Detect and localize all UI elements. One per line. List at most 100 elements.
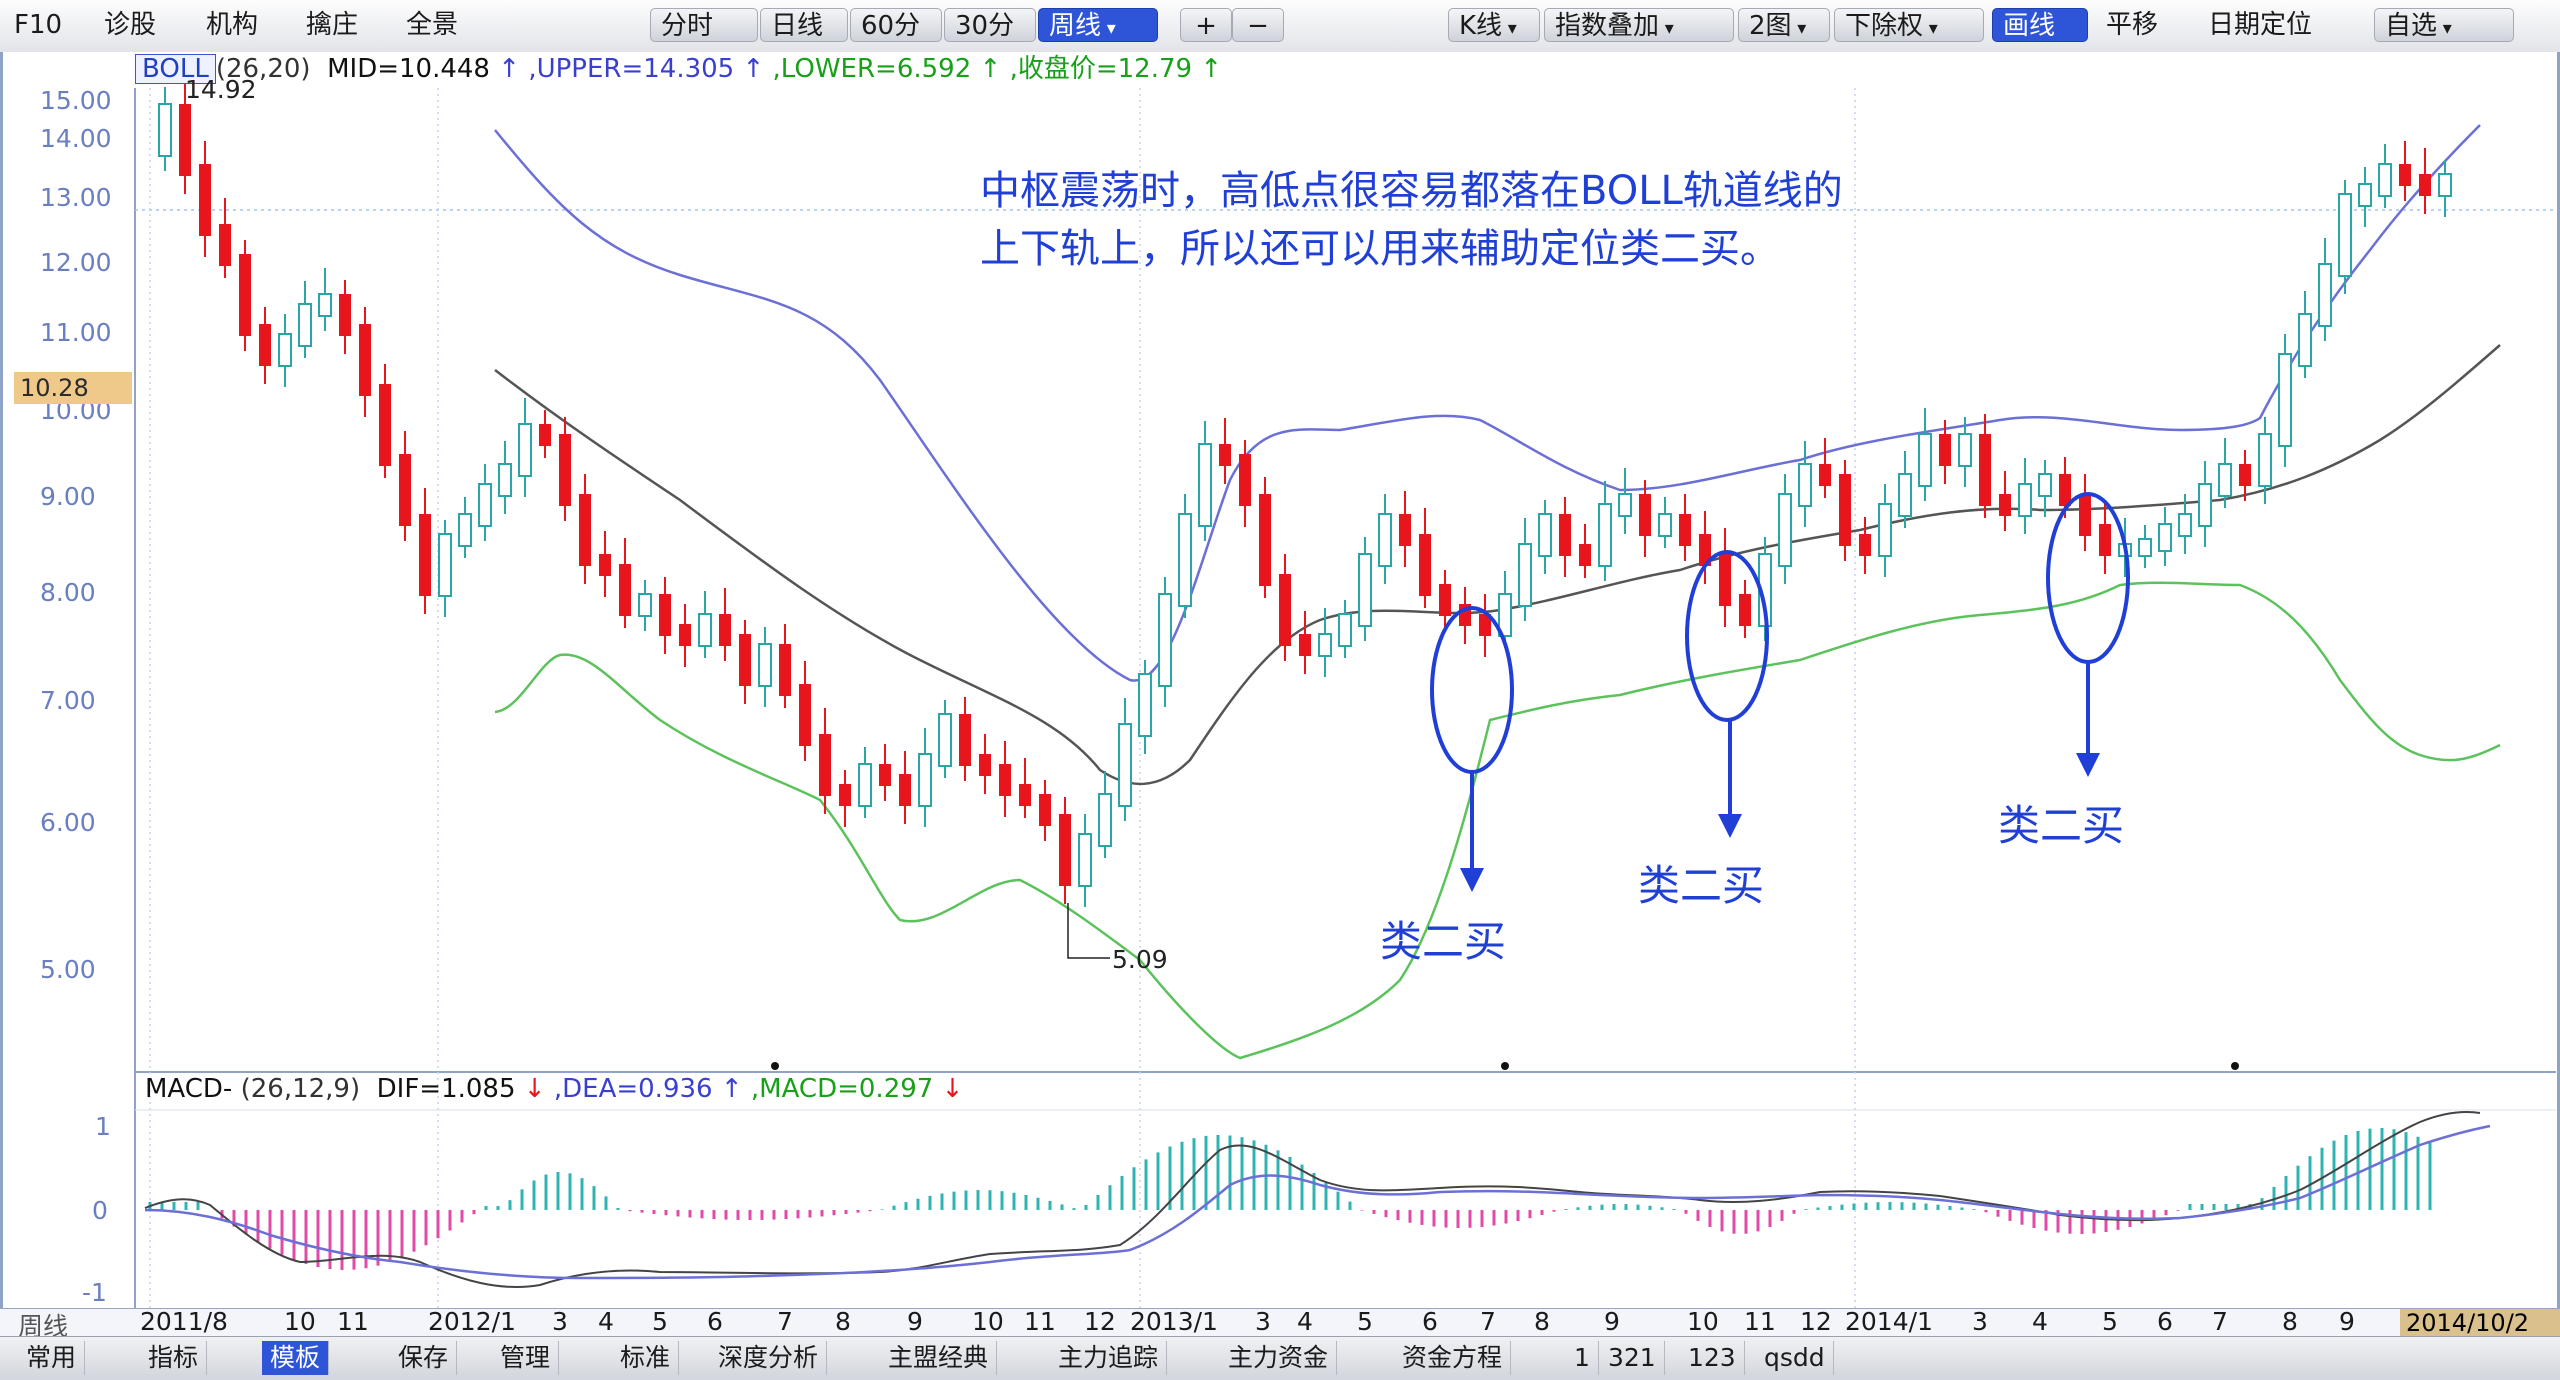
- price-axis-label: 15.00: [40, 86, 112, 115]
- candle-down: [1259, 494, 1271, 586]
- candle-up: [458, 513, 472, 547]
- macd-header: MACD- (26,12,9) DIF=1.085 ↓ ,DEA=0.936 ↑…: [145, 1071, 963, 1107]
- buy-point-circle: [1685, 550, 1769, 722]
- date-axis-label: 2014/1: [1845, 1307, 1933, 1336]
- f10-button[interactable]: F10: [14, 10, 63, 40]
- classic-tab[interactable]: 主盟经典: [880, 1341, 998, 1375]
- candle-up: [478, 483, 492, 527]
- boll-lower: ,LOWER=6.592: [772, 54, 972, 84]
- tab-weekly[interactable]: 周线: [1038, 8, 1158, 42]
- boll-upper-arrow: ↑: [742, 54, 765, 84]
- tab-daily[interactable]: 日线: [760, 8, 848, 42]
- diagnose-button[interactable]: 诊股: [104, 10, 157, 40]
- date-axis-label: 12: [1084, 1307, 1116, 1336]
- candle-up: [1598, 503, 1612, 567]
- candle-up: [518, 423, 532, 477]
- buy-label-2: 类二买: [1638, 861, 1765, 910]
- ex-rights-dropdown[interactable]: 下除权: [1834, 8, 1984, 42]
- kline-dropdown[interactable]: K线: [1448, 8, 1540, 42]
- boll-indicator-dropdown[interactable]: BOLL: [135, 54, 216, 84]
- candle-up: [918, 753, 932, 807]
- dealer-button[interactable]: 擒庄: [306, 10, 359, 40]
- candle-down: [2419, 174, 2431, 196]
- annotation-line-1: 中枢震荡时，高低点很容易都落在BOLL轨道线的: [980, 168, 1843, 214]
- candle-up: [858, 763, 872, 807]
- pan-button[interactable]: 平移: [2106, 10, 2159, 40]
- standard-tab[interactable]: 标准: [612, 1341, 680, 1375]
- candle-down: [1059, 814, 1071, 886]
- boll-upper-band: [494, 124, 2481, 682]
- boll-upper: ,UPPER=14.305: [528, 54, 735, 84]
- index-overlay-dropdown[interactable]: 指数叠加: [1544, 8, 1734, 42]
- divider-dot: [771, 1062, 779, 1070]
- candle-down: [179, 104, 191, 176]
- date-axis-label: 5: [652, 1307, 668, 1336]
- fund-equation-tab[interactable]: 资金方程: [1394, 1341, 1512, 1375]
- manage-button[interactable]: 管理: [492, 1341, 560, 1375]
- macd-value: ,MACD=0.297: [750, 1074, 934, 1104]
- candle-up: [2038, 473, 2052, 497]
- template-1[interactable]: 1: [1566, 1341, 1599, 1375]
- top-toolbar: F10 诊股 机构 擒庄 全景 分时 日线 60分 30分 周线 + − K线 …: [0, 0, 2560, 53]
- watchlist-dropdown[interactable]: 自选: [2374, 8, 2514, 42]
- candle-down: [559, 434, 571, 506]
- candle-down: [719, 614, 731, 646]
- price-axis-label: 5.00: [40, 955, 96, 984]
- main-force-track-tab[interactable]: 主力追踪: [1050, 1341, 1168, 1375]
- candle-up: [1798, 463, 1812, 507]
- save-button[interactable]: 保存: [390, 1341, 458, 1375]
- zoom-in-button[interactable]: +: [1180, 8, 1232, 42]
- date-axis-bar: 周线 2011/8 10 11 2012/1 3 4 5 6 7 8 9 10 11 12 2013/1 3 4…: [0, 1307, 2560, 1341]
- divider-dot: [2231, 1062, 2239, 1070]
- date-axis-label: 4: [1297, 1307, 1313, 1336]
- panorama-button[interactable]: 全景: [406, 10, 459, 40]
- template-321[interactable]: 321: [1600, 1341, 1665, 1375]
- candle-up: [1918, 433, 1932, 487]
- candle-up: [318, 293, 332, 317]
- candle-down: [1819, 464, 1831, 486]
- candle-up: [938, 713, 952, 767]
- macd-histogram: [148, 1128, 2432, 1270]
- candle-down: [679, 624, 691, 646]
- date-axis-label: 8: [1534, 1307, 1550, 1336]
- zoom-out-button[interactable]: −: [1232, 8, 1284, 42]
- date-axis-label: 7: [777, 1307, 793, 1336]
- draw-line-button[interactable]: 画线: [1992, 8, 2088, 42]
- template-qsdd[interactable]: qsdd: [1756, 1341, 1834, 1375]
- date-axis-label: 10: [972, 1307, 1004, 1336]
- template-123[interactable]: 123: [1680, 1341, 1745, 1375]
- macd-indicator-dropdown[interactable]: MACD-: [145, 1074, 233, 1104]
- two-chart-dropdown[interactable]: 2图: [1738, 8, 1830, 42]
- annotation-line-2: 上下轨上，所以还可以用来辅助定位类二买。: [980, 226, 1780, 272]
- date-locate-button[interactable]: 日期定位: [2208, 10, 2313, 40]
- common-tab[interactable]: 常用: [18, 1341, 86, 1375]
- tab-minute[interactable]: 分时: [650, 8, 758, 42]
- indicator-tab[interactable]: 指标: [140, 1341, 208, 1375]
- candle-up: [1498, 593, 1512, 637]
- candle-up: [2178, 513, 2192, 537]
- date-axis-label: 5: [1357, 1307, 1373, 1336]
- tab-60min[interactable]: 60分: [850, 8, 942, 42]
- macd-value-arrow: ↓: [941, 1074, 964, 1104]
- price-axis-label: 13.00: [40, 183, 112, 212]
- candle-down: [1979, 434, 1991, 506]
- institution-button[interactable]: 机构: [206, 10, 259, 40]
- price-axis-label: 7.00: [40, 686, 96, 715]
- candle-up: [1178, 513, 1192, 607]
- candle-down: [259, 324, 271, 366]
- date-axis-label: 5: [2102, 1307, 2118, 1336]
- candle-up: [2198, 483, 2212, 527]
- candle-up: [758, 643, 772, 687]
- boll-lower-band: [494, 581, 2501, 1060]
- deep-analysis-tab[interactable]: 深度分析: [710, 1341, 828, 1375]
- date-axis-label: 2012/1: [428, 1307, 516, 1336]
- candle-down: [2239, 464, 2251, 486]
- candle-up: [1098, 793, 1112, 847]
- boll-lower-arrow: ↑: [979, 54, 1002, 84]
- candle-up: [1778, 493, 1792, 567]
- candle-down: [1299, 634, 1311, 656]
- main-force-fund-tab[interactable]: 主力资金: [1220, 1341, 1338, 1375]
- tab-30min[interactable]: 30分: [944, 8, 1036, 42]
- template-tab[interactable]: 模板: [262, 1341, 330, 1375]
